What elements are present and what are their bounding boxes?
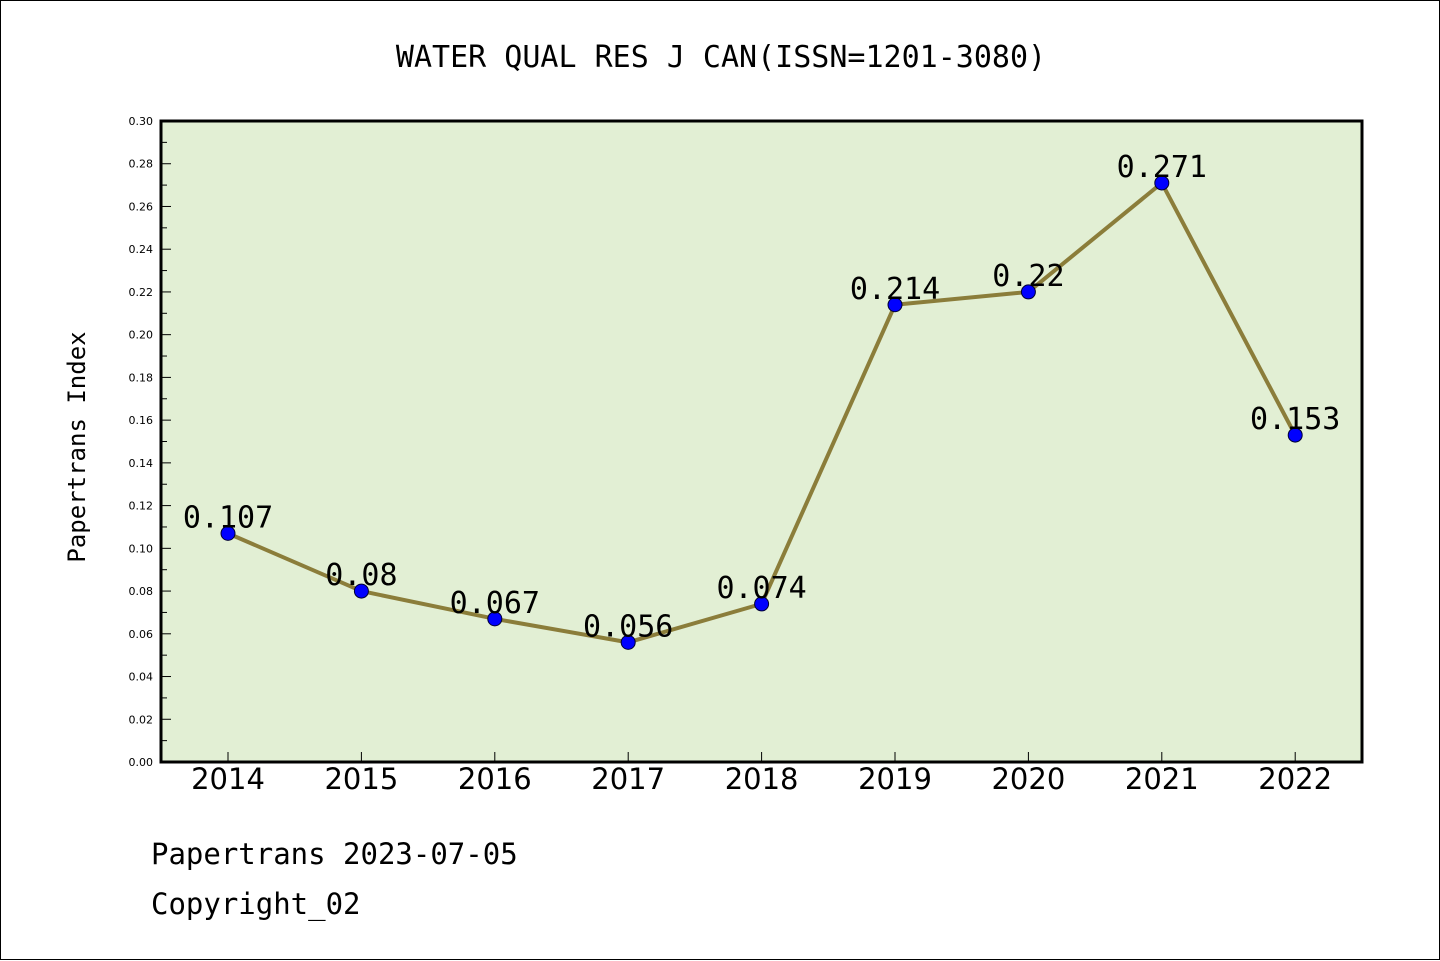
- x-tick-label: 2016: [458, 762, 532, 796]
- plot-area: [159, 119, 1364, 764]
- x-tick-label: 2021: [1125, 762, 1199, 796]
- data-label: 0.08: [325, 558, 397, 593]
- y-tick-label: 0.18: [129, 371, 154, 384]
- data-point: [887, 297, 903, 313]
- x-tick-label: 2018: [725, 762, 799, 796]
- data-point: [220, 525, 236, 541]
- y-tick-label: 0.22: [129, 286, 154, 299]
- data-point: [1154, 175, 1170, 191]
- y-tick-label: 0.08: [129, 585, 154, 598]
- x-tick-label: 2020: [991, 762, 1065, 796]
- y-tick-label: 0.28: [129, 158, 154, 171]
- x-tick-label: 2014: [191, 762, 265, 796]
- footer-source: Papertrans 2023-07-05: [151, 837, 518, 871]
- data-label: 0.214: [850, 272, 940, 307]
- data-point: [353, 583, 369, 599]
- footer-copyright: Copyright_02: [151, 887, 361, 921]
- data-point: [620, 634, 636, 650]
- x-tick-label: 2017: [591, 762, 665, 796]
- y-tick-label: 0.10: [129, 542, 154, 555]
- y-tick-label: 0.06: [129, 628, 154, 641]
- series-layer: 0.107 0.08 0.067 0.056 0.074 0.214 0.22 0.271 0.…: [183, 150, 1340, 650]
- data-point: [754, 596, 770, 612]
- y-tick-label: 0.20: [129, 329, 154, 342]
- chart-title: WATER QUAL RES J CAN(ISSN=1201-3080): [396, 40, 1046, 75]
- y-tick-label: 0.14: [129, 457, 154, 470]
- x-axis-ticks: 2014 2015 2016 2017 2018 2019 2020 2021 2022: [191, 752, 1332, 796]
- y-axis-ticks: 0.00 0.02 0.04 0.06 0.08 0.10 0.12 0.14 0.16 0.18…: [129, 115, 171, 769]
- y-tick-label: 0.24: [129, 243, 154, 256]
- data-label: 0.067: [450, 586, 540, 621]
- x-tick-label: 2022: [1258, 762, 1332, 796]
- data-point: [1020, 284, 1036, 300]
- y-tick-label: 0.04: [129, 671, 154, 684]
- y-tick-label: 0.26: [129, 200, 154, 213]
- data-label: 0.22: [992, 259, 1064, 294]
- data-point: [487, 611, 503, 627]
- y-tick-label: 0.00: [129, 756, 154, 769]
- data-label: 0.056: [583, 609, 673, 644]
- y-tick-label: 0.30: [129, 115, 154, 128]
- y-tick-label: 0.16: [129, 414, 154, 427]
- data-label: 0.153: [1250, 402, 1340, 437]
- y-tick-label: 0.02: [129, 713, 154, 726]
- data-label: 0.107: [183, 500, 273, 535]
- x-tick-label: 2019: [858, 762, 932, 796]
- y-tick-label: 0.12: [129, 500, 154, 513]
- data-label: 0.271: [1117, 150, 1207, 185]
- data-point: [1287, 427, 1303, 443]
- x-tick-label: 2015: [324, 762, 398, 796]
- data-label: 0.074: [716, 571, 806, 606]
- y-axis-label: Papertrans Index: [63, 331, 91, 562]
